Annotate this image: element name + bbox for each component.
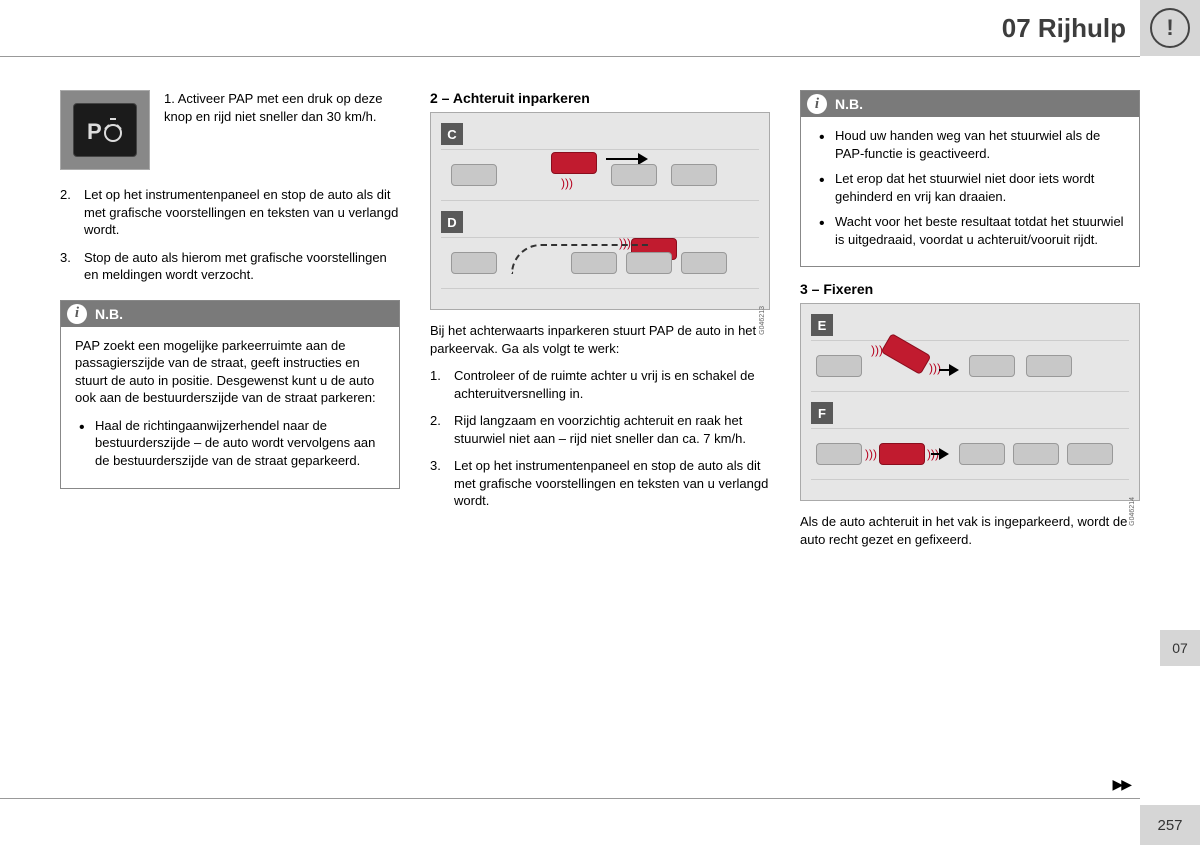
- step-text: Controleer of de ruimte achter u vrij is…: [454, 367, 770, 402]
- sensor-waves-icon: ))): [561, 176, 573, 190]
- col2-intro: Bij het achterwaarts inparkeren stuurt P…: [430, 322, 770, 357]
- step-text: Rijd langzaam en voorzichtig achteruit e…: [454, 412, 770, 447]
- column-2: 2 – Achteruit inparkeren C ))) D ))): [430, 90, 770, 558]
- page-title: 07 Rijhulp: [1002, 13, 1126, 44]
- car-red-icon: [879, 443, 925, 465]
- lane-c: ))): [441, 149, 759, 201]
- page-number: 257: [1140, 805, 1200, 845]
- list-item: Let erop dat het stuurwiel niet door iet…: [815, 170, 1125, 205]
- info-icon: i: [67, 304, 87, 324]
- car-grey-icon: [626, 252, 672, 274]
- car-grey-icon: [671, 164, 717, 186]
- step-number: 2.: [60, 186, 84, 239]
- column-1: P 1. Activeer PAP met een druk op deze k…: [60, 90, 400, 558]
- col3-outro: Als de auto achteruit in het vak is inge…: [800, 513, 1140, 548]
- section-title-2: 2 – Achteruit inparkeren: [430, 90, 770, 106]
- note-body: Houd uw handen weg van het stuurwiel als…: [801, 117, 1139, 266]
- note-box-1: i N.B. PAP zoekt een mogelijke parkeerru…: [60, 300, 400, 489]
- car-grey-icon: [816, 443, 862, 465]
- list-item: 2.Let op het instrumentenpaneel en stop …: [60, 186, 400, 239]
- car-grey-icon: [451, 252, 497, 274]
- car-red-icon: [551, 152, 597, 174]
- chapter-tab: 07: [1160, 630, 1200, 666]
- pap-button-illustration: P: [60, 90, 150, 170]
- list-item: 3.Let op het instrumentenpaneel en stop …: [430, 457, 770, 510]
- arrow-right-icon: [606, 158, 646, 160]
- lane-d: ))): [441, 237, 759, 289]
- diagram-cd: C ))) D ))) G046213: [430, 112, 770, 310]
- note-box-2: i N.B. Houd uw handen weg van het stuurw…: [800, 90, 1140, 267]
- diagram-label-f: F: [811, 402, 833, 424]
- footer-divider: [0, 798, 1140, 799]
- note-header: i N.B.: [61, 301, 399, 327]
- warning-badge: [1140, 0, 1200, 56]
- arrow-right-icon: [939, 369, 957, 371]
- step1-text: 1. Activeer PAP met een druk op deze kno…: [164, 90, 400, 160]
- step-number: 3.: [60, 249, 84, 284]
- diagram-ef: E ))) ))) F ))) ))) G046214: [800, 303, 1140, 501]
- list-item: 3.Stop de auto als hierom met grafische …: [60, 249, 400, 284]
- car-grey-icon: [959, 443, 1005, 465]
- car-grey-icon: [611, 164, 657, 186]
- note-header: i N.B.: [801, 91, 1139, 117]
- diagram-label-c: C: [441, 123, 463, 145]
- note-body: PAP zoekt een mogelijke parkeerruimte aa…: [61, 327, 399, 488]
- note-title: N.B.: [95, 306, 123, 322]
- section-title-3: 3 – Fixeren: [800, 281, 1140, 297]
- step-text: Stop de auto als hierom met grafische vo…: [84, 249, 400, 284]
- pap-button-row: P 1. Activeer PAP met een druk op deze k…: [60, 90, 400, 170]
- header-divider: [0, 56, 1140, 57]
- car-grey-icon: [571, 252, 617, 274]
- content-columns: P 1. Activeer PAP met een druk op deze k…: [60, 90, 1140, 558]
- sensor-waves-icon: ))): [929, 361, 941, 375]
- list-item: 2.Rijd langzaam en voorzichtig achteruit…: [430, 412, 770, 447]
- sensor-waves-icon: ))): [871, 343, 883, 357]
- step-text: Let op het instrumentenpaneel en stop de…: [84, 186, 400, 239]
- note-bullets: Haal de richtingaanwijzerhendel naar de …: [75, 417, 385, 470]
- note-bullets: Houd uw handen weg van het stuurwiel als…: [815, 127, 1125, 248]
- step-number: 2.: [430, 412, 454, 447]
- car-grey-icon: [816, 355, 862, 377]
- svg-text:P: P: [87, 119, 102, 144]
- note-intro: PAP zoekt een mogelijke parkeerruimte aa…: [75, 337, 385, 407]
- car-red-icon: [881, 333, 932, 375]
- car-grey-icon: [1013, 443, 1059, 465]
- car-grey-icon: [681, 252, 727, 274]
- list-item: Haal de richtingaanwijzerhendel naar de …: [75, 417, 385, 470]
- car-grey-icon: [1067, 443, 1113, 465]
- diagram-code: G046213: [759, 306, 766, 335]
- col2-steps: 1.Controleer of de ruimte achter u vrij …: [430, 367, 770, 510]
- diagram-label-e: E: [811, 314, 833, 336]
- step-text: Let op het instrumentenpaneel en stop de…: [454, 457, 770, 510]
- column-3: i N.B. Houd uw handen weg van het stuurw…: [800, 90, 1140, 558]
- continued-icon: ▶▶: [1112, 776, 1130, 793]
- note-title: N.B.: [835, 96, 863, 112]
- diagram-label-d: D: [441, 211, 463, 233]
- sensor-waves-icon: ))): [865, 447, 877, 461]
- list-item: Wacht voor het beste resultaat totdat he…: [815, 213, 1125, 248]
- col1-steps: 2.Let op het instrumentenpaneel en stop …: [60, 186, 400, 284]
- lane-f: ))) ))): [811, 428, 1129, 480]
- step-number: 3.: [430, 457, 454, 510]
- list-item: 1.Controleer of de ruimte achter u vrij …: [430, 367, 770, 402]
- info-icon: i: [807, 94, 827, 114]
- diagram-code: G046214: [1129, 497, 1136, 526]
- car-grey-icon: [451, 164, 497, 186]
- car-grey-icon: [969, 355, 1015, 377]
- pap-button-icon: P: [73, 103, 137, 157]
- list-item: Houd uw handen weg van het stuurwiel als…: [815, 127, 1125, 162]
- page-header: 07 Rijhulp: [0, 0, 1200, 56]
- warning-icon: [1150, 8, 1190, 48]
- step-number: 1.: [430, 367, 454, 402]
- lane-e: ))) ))): [811, 340, 1129, 392]
- car-grey-icon: [1026, 355, 1072, 377]
- arrow-right-icon: [931, 453, 947, 455]
